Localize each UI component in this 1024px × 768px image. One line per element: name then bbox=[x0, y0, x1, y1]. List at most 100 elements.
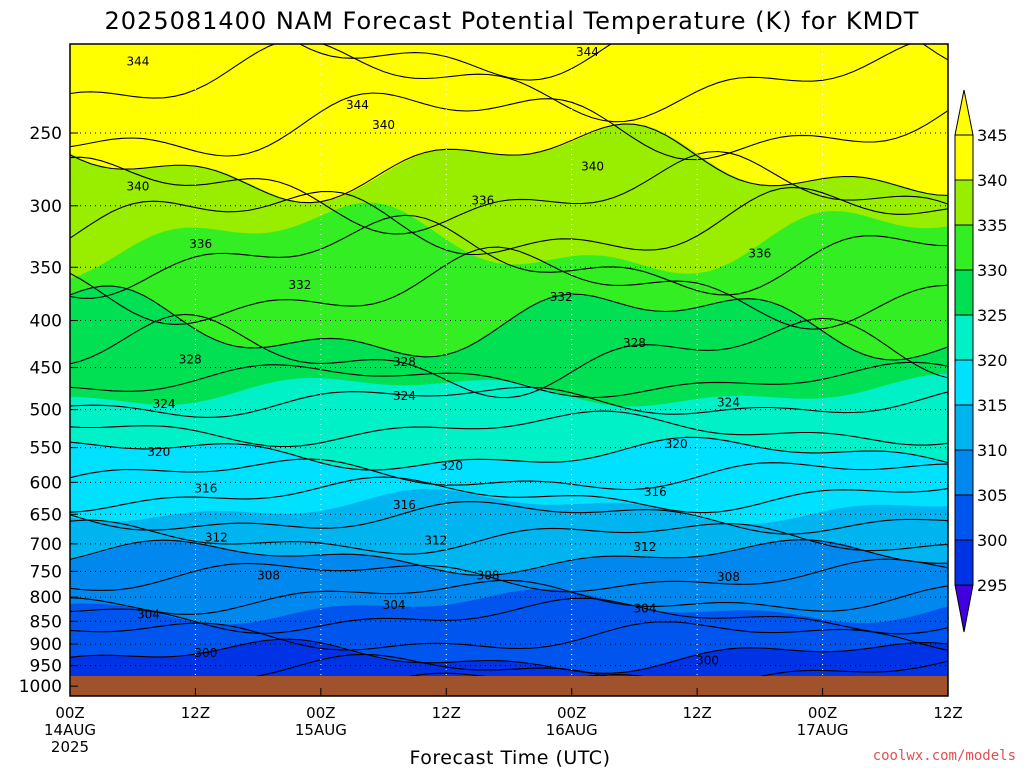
isotherm-326 bbox=[70, 361, 948, 399]
x-tick-label-1-0: 12Z bbox=[181, 704, 210, 722]
isotherm-346 bbox=[298, 44, 948, 81]
isotherm-320 bbox=[70, 436, 948, 471]
isotherm-340 bbox=[70, 123, 948, 204]
isotherm-300 bbox=[70, 638, 948, 674]
colorbar-swatch-9 bbox=[954, 134, 974, 181]
colorbar-label-340: 340 bbox=[977, 171, 1008, 190]
contour-label-8: 336 bbox=[748, 246, 771, 260]
contour-label-6: 336 bbox=[189, 237, 212, 251]
contour-label-21: 316 bbox=[393, 498, 416, 512]
y-tick-label-3: 400 bbox=[30, 312, 62, 332]
colorbar-label-300: 300 bbox=[977, 531, 1008, 550]
contour-label-30: 304 bbox=[383, 598, 406, 612]
y-tick-label-7: 600 bbox=[30, 473, 62, 493]
isotherm-312 bbox=[70, 519, 948, 555]
contour-label-5: 340 bbox=[581, 160, 604, 174]
colorbar-swatch-5 bbox=[954, 314, 974, 361]
isotherm-330 bbox=[70, 285, 948, 361]
colorbar-label-315: 315 bbox=[977, 396, 1008, 415]
x-tick-label-4-1: 16AUG bbox=[546, 721, 598, 739]
colorbar-bottom-arrow bbox=[954, 584, 974, 633]
contour-label-29: 304 bbox=[137, 608, 160, 622]
plot-frame bbox=[69, 43, 949, 697]
x-tick-label-0-1: 14AUG bbox=[44, 721, 96, 739]
colorbar-swatch-1 bbox=[954, 494, 974, 541]
isotherm-310 bbox=[70, 539, 948, 576]
x-tick-label-5-0: 12Z bbox=[682, 704, 711, 722]
isotherm-318 bbox=[70, 458, 948, 491]
contour-label-1: 344 bbox=[346, 98, 369, 112]
x-tick-label-2-0: 00Z bbox=[306, 704, 335, 722]
y-tick-label-1: 300 bbox=[30, 197, 62, 217]
y-tick-label-0: 250 bbox=[30, 124, 62, 144]
x-axis-label: Forecast Time (UTC) bbox=[410, 747, 611, 768]
x-tick-label-0-2: 2025 bbox=[51, 738, 89, 756]
colorbar-label-345: 345 bbox=[977, 126, 1008, 145]
colorbar-swatch-7 bbox=[954, 224, 974, 271]
contour-label-16: 324 bbox=[717, 395, 740, 409]
y-axis-pressure: 250 300 350 400 450 500 550 600 650 700 750 800 850 9… bbox=[19, 124, 78, 697]
contour-label-18: 320 bbox=[440, 459, 463, 473]
credit-link[interactable]: coolwx.com/models bbox=[873, 748, 1016, 764]
colorbar-label-305: 305 bbox=[977, 486, 1008, 505]
y-tick-label-5: 500 bbox=[30, 401, 62, 421]
contour-label-24: 312 bbox=[424, 533, 447, 547]
isotherm-302 bbox=[70, 621, 948, 651]
isotherm-306 bbox=[70, 579, 948, 615]
colorbar-swatch-0 bbox=[954, 539, 974, 586]
isotherm-336 bbox=[70, 186, 948, 256]
y-tick-label-11: 800 bbox=[30, 588, 62, 608]
contour-label-20: 316 bbox=[194, 481, 217, 495]
x-tick-label-4-0: 00Z bbox=[557, 704, 586, 722]
y-tick-label-12: 850 bbox=[30, 612, 62, 632]
isotherm-332 bbox=[70, 246, 948, 330]
y-tick-label-6: 550 bbox=[30, 439, 62, 459]
x-tick-label-0-0: 00Z bbox=[55, 704, 84, 722]
y-tick-label-9: 700 bbox=[30, 535, 62, 555]
contour-label-15: 324 bbox=[393, 389, 416, 403]
x-tick-label-3-0: 12Z bbox=[432, 704, 461, 722]
isotherm-304 bbox=[70, 597, 948, 635]
x-tick-label-6-0: 00Z bbox=[808, 704, 837, 722]
contour-label-22: 316 bbox=[644, 485, 667, 499]
colorbar-label-320: 320 bbox=[977, 351, 1008, 370]
y-tick-label-13: 900 bbox=[30, 635, 62, 655]
contour-label-23: 312 bbox=[205, 531, 228, 545]
colorbar-swatch-6 bbox=[954, 269, 974, 316]
contour-label-25: 312 bbox=[633, 540, 656, 554]
x-tick-label-2-1: 15AUG bbox=[295, 721, 347, 739]
contour-label-0: 344 bbox=[126, 55, 149, 69]
temperature-bands bbox=[70, 44, 948, 676]
chart-title: 2025081400 NAM Forecast Potential Temper… bbox=[105, 7, 920, 35]
isotherm-350 bbox=[70, 0, 948, 4]
colorbar-top-arrow bbox=[954, 89, 974, 136]
isotherm-328 bbox=[70, 313, 948, 399]
contour-label-26: 308 bbox=[257, 569, 280, 583]
isotherm-contours bbox=[70, 0, 948, 676]
y-tick-label-14: 950 bbox=[30, 657, 62, 677]
isotherm-324 bbox=[70, 386, 948, 418]
contour-label-33: 300 bbox=[696, 654, 719, 668]
contour-label-19: 320 bbox=[665, 437, 688, 451]
contour-label-11: 328 bbox=[179, 352, 202, 366]
isotherm-342 bbox=[70, 92, 948, 161]
colorbar-label-330: 330 bbox=[977, 261, 1008, 280]
colorbar-swatch-3 bbox=[954, 404, 974, 451]
contour-label-13: 328 bbox=[623, 336, 646, 350]
contour-label-2: 344 bbox=[576, 45, 599, 59]
contour-label-32: 300 bbox=[194, 646, 217, 660]
colorbar-swatch-2 bbox=[954, 449, 974, 496]
band-345 bbox=[70, 44, 948, 103]
isotherm-316 bbox=[70, 476, 948, 514]
colorbar-label-325: 325 bbox=[977, 306, 1008, 325]
contour-label-9: 332 bbox=[288, 278, 311, 292]
y-tick-label-4: 450 bbox=[30, 359, 62, 379]
y-tick-label-10: 750 bbox=[30, 562, 62, 582]
band-340 bbox=[70, 44, 948, 203]
isotherm-298 bbox=[148, 653, 948, 676]
colorbar: 295 300 305 310 315 320 325 330 335 340 345 bbox=[954, 89, 1008, 633]
contour-label-10: 332 bbox=[550, 290, 573, 304]
isotherm-338 bbox=[70, 150, 948, 235]
